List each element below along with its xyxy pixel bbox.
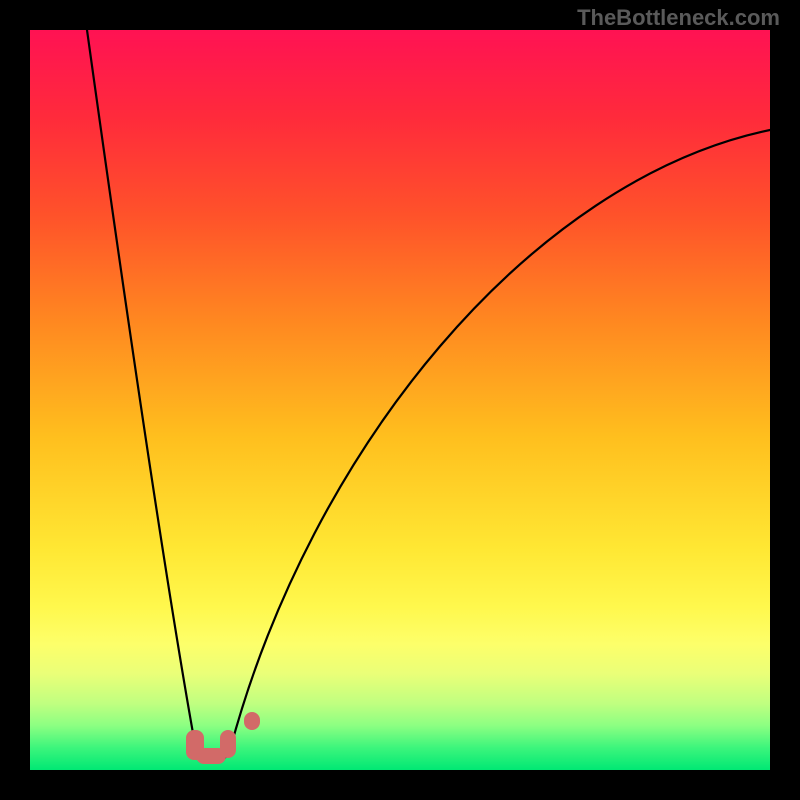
plot-svg <box>30 30 770 770</box>
chart-container: TheBottleneck.com <box>0 0 800 800</box>
plot-area <box>30 30 770 770</box>
marker-2 <box>220 730 236 758</box>
marker-3 <box>244 712 260 730</box>
watermark-text: TheBottleneck.com <box>577 5 780 31</box>
